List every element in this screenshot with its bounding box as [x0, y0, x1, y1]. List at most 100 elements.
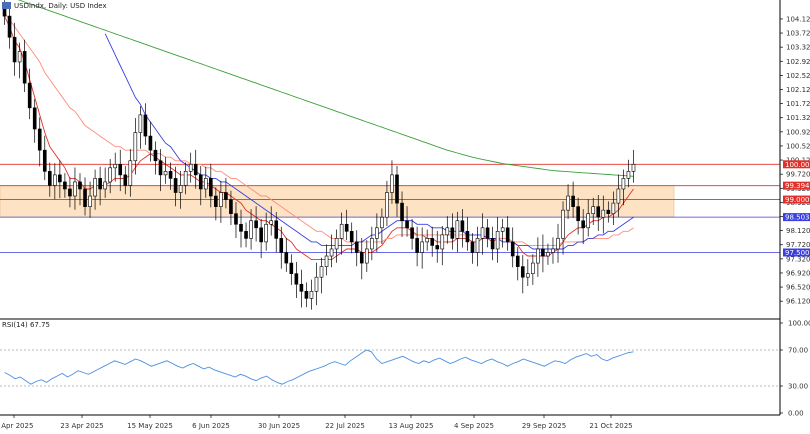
level-tag [783, 248, 810, 257]
moving-average-line [4, 15, 634, 261]
rsi-series-line [4, 349, 634, 385]
candle-body [334, 238, 339, 250]
candle-body [37, 128, 42, 151]
date-tick-label: 22 Jul 2025 [325, 422, 365, 430]
candle-body [12, 36, 17, 63]
price-tick-label: 103.320 [786, 44, 810, 52]
candle-body [566, 195, 570, 211]
candle-body [621, 178, 626, 190]
candle-body [430, 238, 435, 246]
price-tick-label: 101.720 [786, 100, 810, 108]
candle-body [173, 178, 178, 193]
candle-body [309, 291, 314, 299]
candle-body [158, 160, 163, 176]
candle-body [390, 174, 394, 193]
moving-average-lines [4, 0, 634, 261]
price-tick-label: 101.320 [786, 114, 810, 122]
candle-body [168, 171, 173, 179]
level-tag [783, 181, 810, 190]
candle-body [289, 262, 294, 274]
candle-body [133, 132, 138, 162]
candle-body [500, 227, 505, 232]
rsi-tick-label: 0.00 [788, 410, 804, 418]
candle-body [284, 252, 289, 264]
candle-body [505, 227, 510, 243]
rsi-panel: RSI(14) 67.75 [0, 321, 780, 387]
candle-body [561, 209, 565, 239]
candle-body [536, 248, 540, 264]
candle-body [78, 181, 82, 190]
candle-body [73, 181, 77, 197]
price-panel: USDindx, Daily: USD Index [0, 0, 780, 310]
candle-body [244, 231, 248, 239]
candle-body [515, 255, 520, 267]
candle-body [395, 174, 399, 204]
candle-body [465, 231, 470, 243]
candle-body [470, 241, 475, 253]
candle-body [410, 227, 414, 239]
candle-body [339, 223, 344, 239]
candle-body [269, 220, 274, 225]
candle-body [551, 248, 555, 253]
level-tag-label: 99.000 [785, 196, 810, 204]
candle-body [354, 241, 359, 253]
candle-body [214, 195, 218, 207]
symbol-flag-icon [2, 2, 11, 9]
candle-body [58, 174, 62, 183]
date-tick-label: 29 Sep 2025 [522, 422, 566, 430]
candle-body [616, 188, 621, 204]
candle-body [571, 195, 575, 207]
candle-body [209, 178, 213, 197]
candle-body [455, 220, 460, 239]
candle-body [113, 163, 118, 169]
candle-body [445, 227, 450, 236]
candle-body [193, 163, 198, 176]
date-tick-label: 21 Oct 2025 [589, 422, 632, 430]
price-tick-label: 96.920 [786, 269, 810, 277]
date-tick-label: 15 May 2025 [127, 422, 173, 430]
candle-body [219, 192, 223, 207]
candle-body [556, 238, 560, 250]
rsi-tick-label: 70.00 [788, 347, 808, 355]
candle-body [440, 234, 445, 250]
candle-body [526, 273, 530, 278]
rsi-tick-label: 100.00 [788, 320, 810, 328]
candle-body [420, 241, 424, 253]
candle-body [224, 192, 228, 200]
price-tick-label: 98.120 [786, 227, 810, 235]
candle-body [93, 178, 97, 197]
candle-body [375, 227, 379, 239]
chart-title: USDindx, Daily: USD Index [14, 2, 107, 10]
candle-body [108, 167, 112, 183]
level-tag-label: 97.500 [785, 249, 810, 257]
candle-body [314, 276, 319, 292]
rsi-axis: 100.00 70.00 30.00 0.00 [780, 320, 810, 418]
candle-body [364, 248, 369, 264]
candle-body [596, 206, 601, 218]
level-tags: 100.000 99.394 99.000 98.503 97.500 [783, 160, 810, 257]
candle-body [385, 192, 389, 218]
price-tick-label: 104.120 [786, 15, 810, 23]
candle-body [279, 238, 284, 253]
candle-body [88, 195, 92, 207]
candle-body [425, 238, 429, 243]
candle-body [264, 223, 268, 243]
price-tick-label: 97.720 [786, 241, 810, 249]
date-tick-label: 6 Jun 2025 [192, 422, 230, 430]
candle-body [400, 202, 404, 222]
candle-body [163, 171, 168, 176]
level-tag [783, 195, 810, 204]
candle-body [626, 171, 631, 179]
candle-body [143, 114, 148, 137]
candle-body [234, 213, 238, 225]
level-tag-label: 99.394 [785, 182, 810, 190]
candle-body [299, 283, 304, 292]
candle-body [344, 223, 349, 232]
price-tick-label: 102.920 [786, 58, 810, 66]
price-tick-label: 102.120 [786, 86, 810, 94]
moving-average-line [104, 33, 634, 250]
price-tick-label: 100.520 [786, 142, 810, 150]
moving-average-line [17, 0, 634, 177]
rsi-tick-label: 30.00 [788, 383, 808, 391]
